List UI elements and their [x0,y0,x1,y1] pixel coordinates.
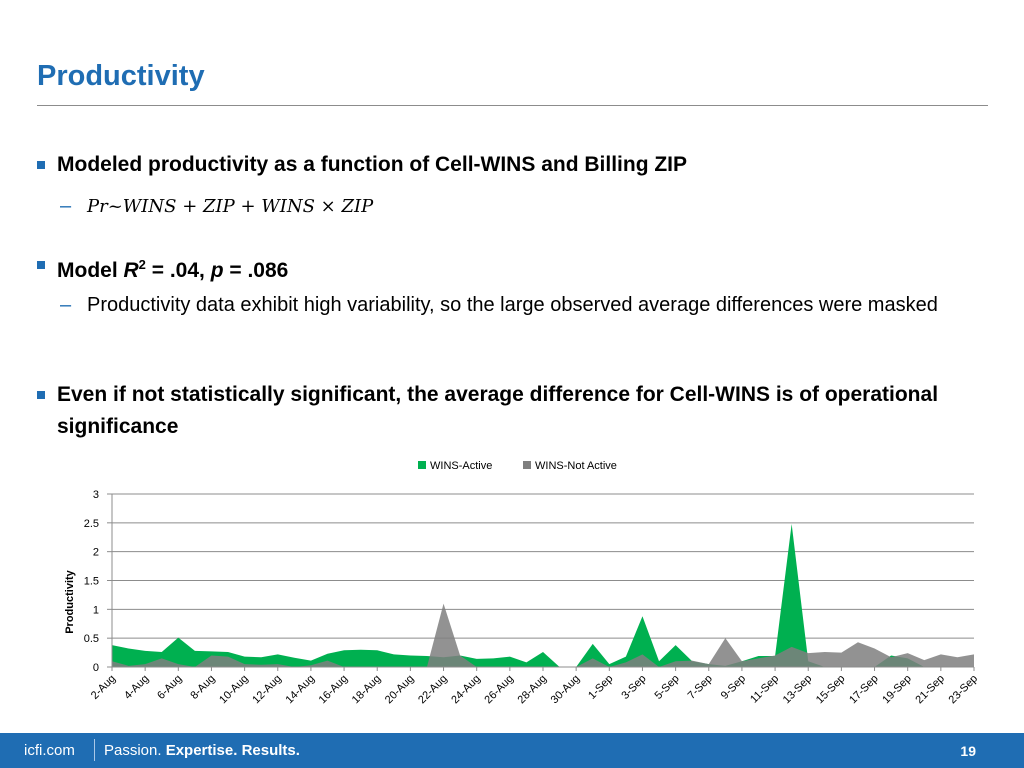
x-tick-label: 17-Sep [847,673,881,707]
model-end: = .086 [223,259,289,282]
y-axis-label: Productivity [64,569,76,633]
series-area-wins-active [112,523,974,667]
bullet-text: Modeled productivity as a function of Ce… [57,153,688,176]
model-mid: = .04, [145,259,211,282]
x-tick-label: 1-Sep [586,673,615,702]
axes: 00.511.522.532-Aug 4-Aug 6-Aug 8-Aug 10-Aug 1… [84,489,980,706]
series-area-wins-not-active [112,603,974,667]
bullet-text: Even if not statistically significant, t… [57,383,939,438]
x-tick-label: 28-Aug [516,673,550,707]
bullet-square-icon [37,261,45,269]
y-tick-label: 1 [93,604,99,616]
x-tick-label: 20-Aug [383,673,417,707]
x-tick-label: 21-Sep [913,673,947,707]
y-tick-label: 1.5 [84,576,99,588]
footer-separator [94,739,95,761]
x-tick-label: 16-Aug [317,673,351,707]
x-tick-label: 18-Aug [350,673,384,707]
x-tick-label: 19-Sep [880,673,914,707]
y-tick-label: 2.5 [84,518,99,530]
x-tick-label: 24-Aug [449,673,483,707]
r-symbol: R [123,259,139,282]
x-tick-label: 22-Aug [416,673,450,707]
footer-slogan: Passion. Expertise. Results. [104,742,300,759]
footer-brand: icfi.com [24,742,75,759]
x-tick-label: 4-Aug [122,673,151,702]
footer-bar: icfi.com Passion. Expertise. Results. 19 [0,733,1024,768]
x-tick-label: 3-Sep [619,673,648,702]
x-tick-label: 14-Aug [283,673,317,707]
slogan-results: Results. [241,742,300,759]
series-areas [112,523,974,667]
p-symbol: p [210,259,224,282]
legend-swatch [523,461,531,469]
x-tick-label: 8-Aug [188,673,217,702]
x-tick-label: 11-Sep [748,673,781,706]
x-tick-label: 30-Aug [549,673,583,707]
x-tick-label: 15-Sep [814,673,848,707]
r-superscript: 2 [138,257,146,272]
model-prefix: Model [57,259,124,282]
y-tick-label: 0 [93,662,99,674]
x-tick-label: 12-Aug [250,673,284,707]
x-tick-label: 5-Sep [652,673,681,702]
bullet-square-icon [37,391,45,399]
dash-icon: – [60,195,72,217]
y-tick-label: 2 [93,547,99,559]
bullet-text: Model R2 = .04, p = .086 [57,249,288,287]
x-tick-label: 13-Sep [781,673,815,707]
x-tick-label: 7-Sep [686,673,715,702]
slogan-passion: Passion. [104,742,166,759]
y-tick-label: 3 [93,489,99,501]
slogan-expertise: Expertise. [165,742,242,759]
x-tick-label: 9-Sep [719,673,748,702]
legend-swatch [418,461,426,469]
legend-label: WINS-Not Active [535,460,617,472]
x-tick-label: 10-Aug [217,673,251,707]
x-tick-label: 23-Sep [947,673,981,707]
bullet-square-icon [37,161,45,169]
variability-text: Productivity data exhibit high variabili… [87,294,938,316]
title-divider [37,105,988,106]
y-tick-label: 0.5 [84,633,99,645]
dash-icon: – [60,294,72,316]
x-tick-label: 26-Aug [482,673,516,707]
slide-title: Productivity [37,60,205,92]
grid-lines [112,493,974,668]
productivity-chart: 00.511.522.532-Aug 4-Aug 6-Aug 8-Aug 10-Aug 1… [64,460,980,706]
x-tick-label: 2-Aug [89,673,118,702]
chart-legend: WINS-Active WINS-Not Active [418,460,617,472]
x-tick-label: 6-Aug [155,673,184,702]
legend-label: WINS-Active [430,460,492,472]
page-number: 19 [960,743,976,759]
formula-text: Pr~WINS + ZIP + WINS × ZIP [87,196,374,217]
